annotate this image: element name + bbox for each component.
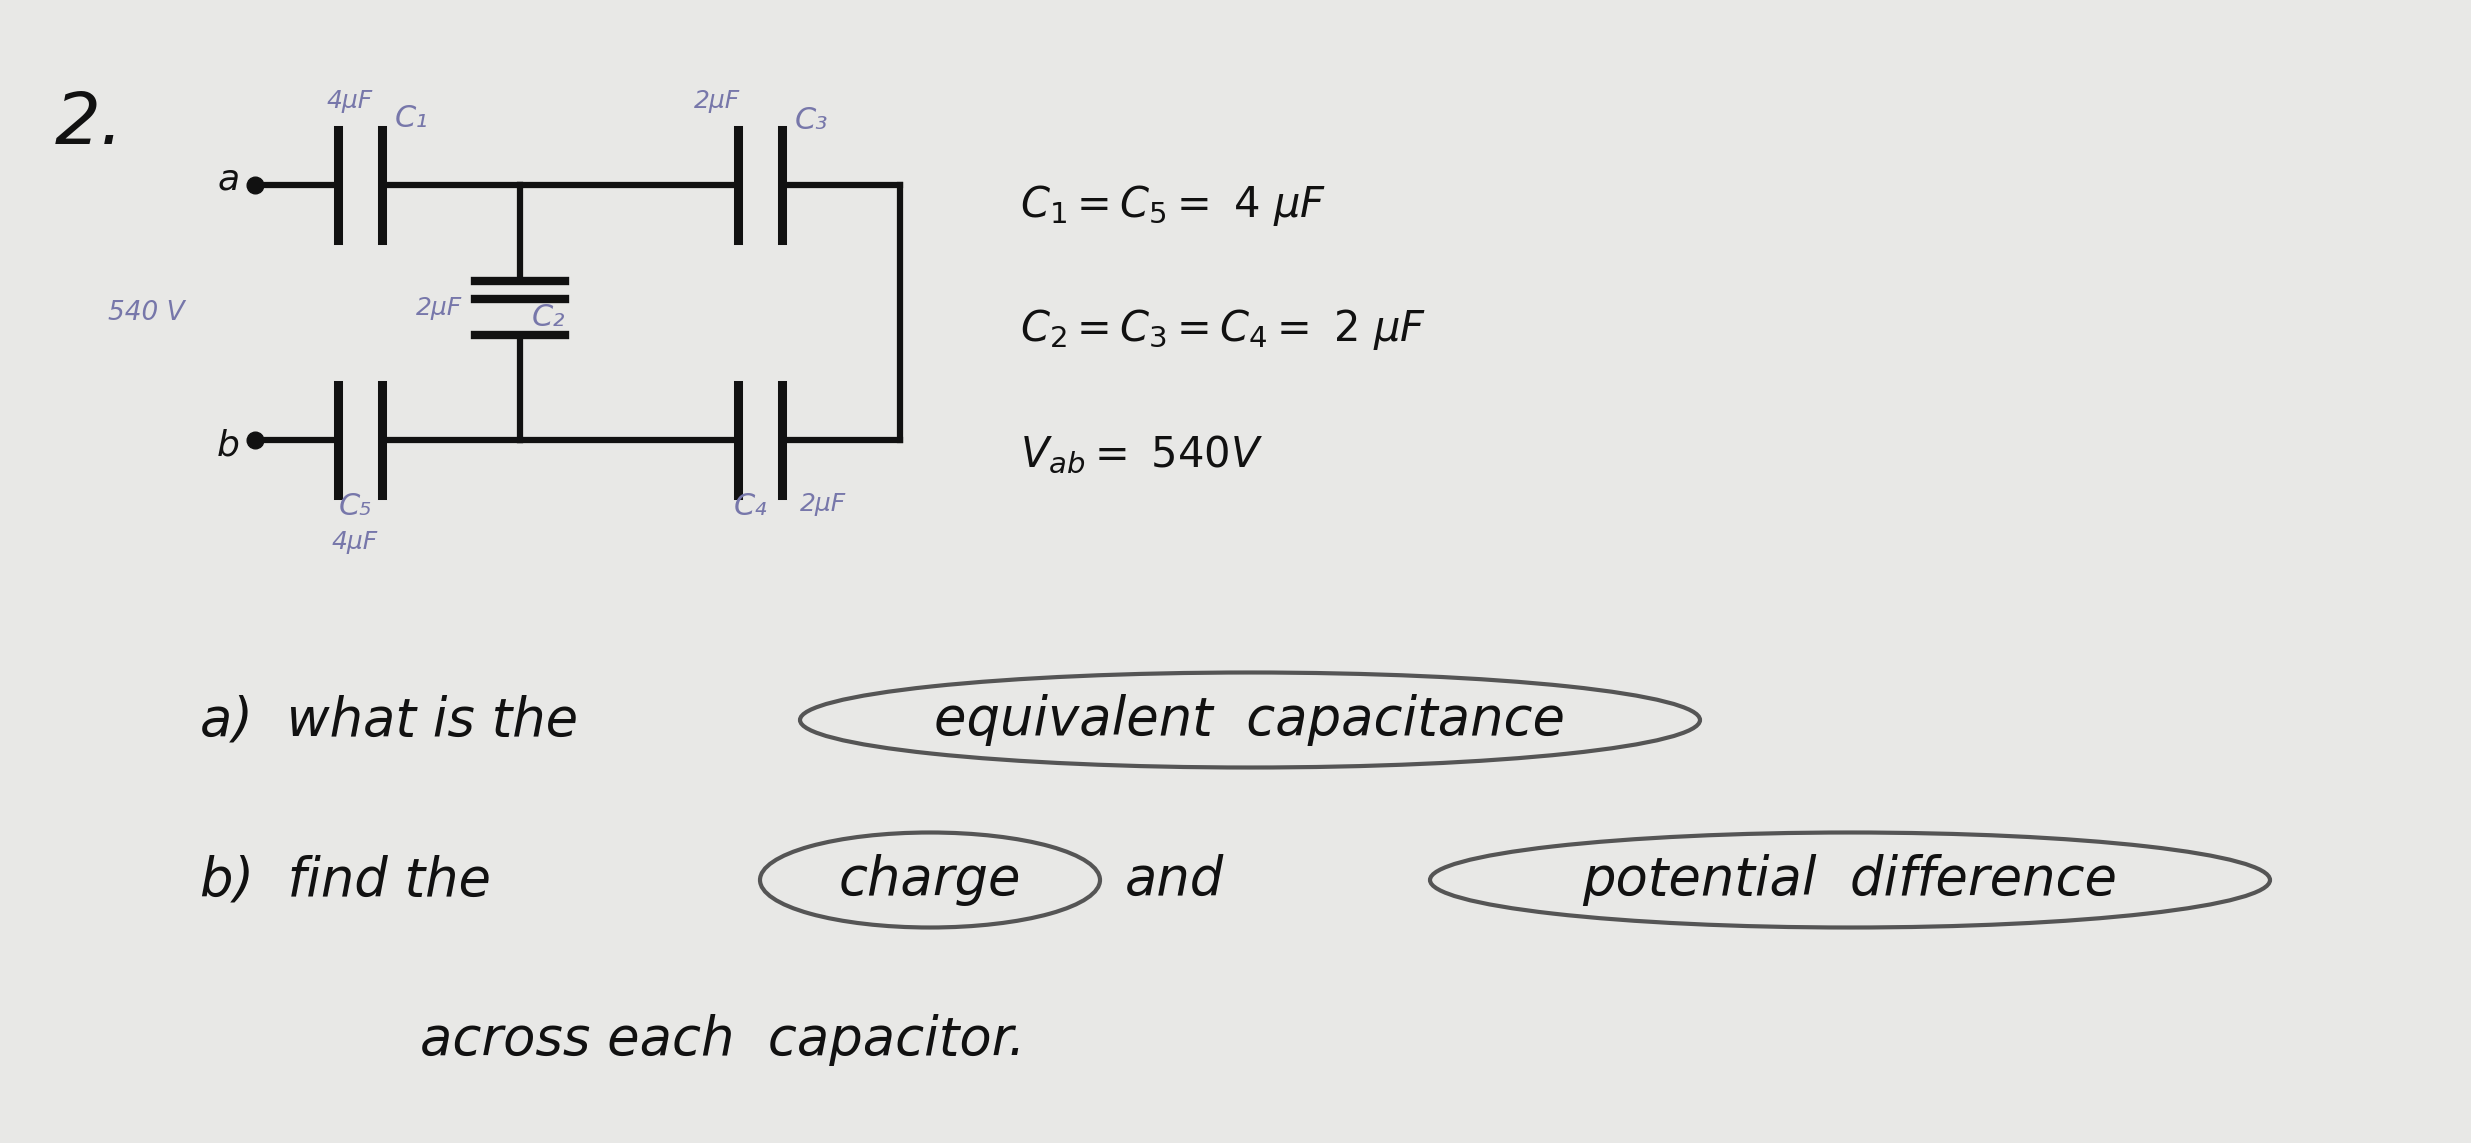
Text: equivalent  capacitance: equivalent capacitance xyxy=(934,694,1567,746)
Text: 4μF: 4μF xyxy=(331,530,378,554)
Text: 2.: 2. xyxy=(54,90,124,159)
Text: C₂: C₂ xyxy=(531,303,566,331)
Text: across each  capacitor.: across each capacitor. xyxy=(420,1014,1025,1066)
Text: $C_1 = C_5 =\ 4\ \mu F$: $C_1 = C_5 =\ 4\ \mu F$ xyxy=(1021,183,1327,227)
Text: 2μF: 2μF xyxy=(694,89,739,113)
Text: C₄: C₄ xyxy=(734,491,766,521)
Text: $V_{ab} =\ 540V$: $V_{ab} =\ 540V$ xyxy=(1021,434,1263,477)
Text: 2μF: 2μF xyxy=(801,491,845,515)
Text: C₃: C₃ xyxy=(796,106,828,135)
Text: 540 V: 540 V xyxy=(109,299,185,326)
Text: b: b xyxy=(217,427,240,462)
Text: potential  difference: potential difference xyxy=(1581,854,2118,906)
Text: C₁: C₁ xyxy=(395,104,427,133)
Text: 4μF: 4μF xyxy=(326,89,373,113)
Text: charge: charge xyxy=(838,854,1021,906)
Text: b)  find the: b) find the xyxy=(200,854,492,906)
Text: a)  what is the: a) what is the xyxy=(200,694,578,746)
Text: a: a xyxy=(217,163,240,197)
Text: 2μF: 2μF xyxy=(415,296,462,320)
Text: and: and xyxy=(1124,854,1223,906)
Text: $C_2 = C_3 = C_4 =\ 2\ \mu F$: $C_2 = C_3 = C_4 =\ 2\ \mu F$ xyxy=(1021,307,1426,352)
Text: C₅: C₅ xyxy=(339,491,371,521)
